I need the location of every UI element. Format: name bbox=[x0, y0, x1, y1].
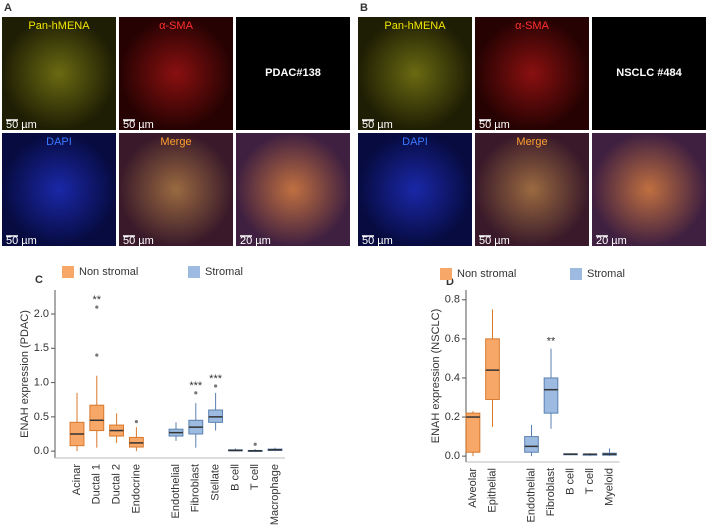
scale-label: 50 µm bbox=[123, 119, 154, 131]
y-tick-label: 0.8 bbox=[445, 294, 460, 306]
scale-label: 50 µm bbox=[479, 235, 510, 247]
y-tick-label: 2.0 bbox=[34, 308, 49, 320]
micrograph bbox=[475, 17, 589, 130]
box bbox=[89, 404, 105, 432]
significance: ** bbox=[93, 294, 102, 306]
tile-label: Merge bbox=[516, 136, 547, 148]
legend-swatch bbox=[62, 266, 74, 278]
micrograph bbox=[236, 133, 350, 246]
panel-label: C bbox=[35, 274, 43, 286]
scale-label: 50 µm bbox=[362, 235, 393, 247]
significance: ** bbox=[547, 336, 556, 348]
y-tick-label: 0.0 bbox=[34, 445, 49, 457]
x-tick-label: Fibroblast bbox=[545, 468, 557, 516]
panel-label: D bbox=[446, 276, 454, 288]
legend-label: Stromal bbox=[587, 268, 625, 280]
x-tick-label: Stellate bbox=[210, 464, 222, 501]
y-tick-label: 0.6 bbox=[445, 333, 460, 345]
micrograph bbox=[475, 133, 589, 246]
legend-label: Stromal bbox=[205, 266, 243, 278]
x-tick-label: T cell bbox=[249, 464, 261, 490]
x-tick-label: Ductal 2 bbox=[111, 464, 123, 504]
y-axis-label: ENAH expression (NSCLC) bbox=[430, 309, 442, 443]
x-tick-label: Endothelial bbox=[170, 464, 182, 518]
scale-label: 20 µm bbox=[596, 235, 627, 247]
outlier bbox=[214, 384, 218, 388]
x-tick-label: Epithelial bbox=[486, 468, 498, 513]
y-tick-label: 1.5 bbox=[34, 342, 49, 354]
tile-label: α-SMA bbox=[515, 20, 550, 32]
tile-label: Pan-hMENA bbox=[384, 20, 446, 32]
tile-label: Pan-hMENA bbox=[28, 20, 90, 32]
y-tick-label: 0.4 bbox=[445, 372, 460, 384]
y-tick-label: 0.0 bbox=[445, 450, 460, 462]
scale-label: 50 µm bbox=[6, 235, 37, 247]
scale-label: 20 µm bbox=[240, 235, 271, 247]
y-tick-label: 0.5 bbox=[34, 411, 49, 423]
y-axis-label: ENAH expression (PDAC) bbox=[19, 310, 31, 438]
legend-swatch bbox=[440, 268, 452, 280]
tile-label: PDAC#138 bbox=[265, 67, 321, 79]
scale-label: 50 µm bbox=[6, 119, 37, 131]
x-tick-label: Macrophage bbox=[269, 464, 281, 525]
x-tick-label: B cell bbox=[229, 464, 241, 491]
x-tick-label: T cell bbox=[584, 468, 596, 494]
micrograph bbox=[592, 17, 706, 130]
x-tick-label: B cell bbox=[564, 468, 576, 495]
x-tick-label: Alveolar bbox=[467, 468, 479, 508]
scale-label: 50 µm bbox=[362, 119, 393, 131]
outlier bbox=[95, 353, 99, 357]
box bbox=[465, 412, 481, 453]
tile-label: DAPI bbox=[402, 136, 428, 148]
x-tick-label: Acinar bbox=[71, 464, 83, 496]
x-tick-label: Endocrine bbox=[130, 464, 142, 514]
scale-label: 50 µm bbox=[479, 119, 510, 131]
box bbox=[524, 436, 539, 453]
legend-swatch bbox=[188, 266, 200, 278]
tile-label: DAPI bbox=[46, 136, 72, 148]
micrograph bbox=[592, 133, 706, 246]
significance: *** bbox=[209, 373, 223, 385]
micrograph bbox=[119, 133, 233, 246]
x-tick-label: Myeloid bbox=[603, 468, 615, 506]
outlier bbox=[95, 305, 99, 309]
box bbox=[485, 338, 500, 400]
outlier bbox=[194, 391, 198, 395]
y-tick-label: 1.0 bbox=[34, 376, 49, 388]
tile-label: Merge bbox=[160, 136, 191, 148]
micrograph bbox=[358, 133, 472, 246]
x-tick-label: Fibroblast bbox=[190, 464, 202, 512]
micrograph bbox=[358, 17, 472, 130]
panel-label: A bbox=[4, 2, 12, 14]
outlier bbox=[134, 420, 138, 424]
x-tick-label: Endothelial bbox=[525, 468, 537, 522]
significance: *** bbox=[189, 380, 203, 392]
legend-label: Non stromal bbox=[457, 268, 516, 280]
micrograph bbox=[236, 17, 350, 130]
tile-label: α-SMA bbox=[159, 20, 194, 32]
panel-label: B bbox=[360, 2, 368, 14]
micrograph bbox=[119, 17, 233, 130]
micrograph bbox=[2, 133, 116, 246]
micrograph bbox=[2, 17, 116, 130]
scale-label: 50 µm bbox=[123, 235, 154, 247]
x-tick-label: Ductal 1 bbox=[91, 464, 103, 504]
box bbox=[543, 377, 559, 414]
y-tick-label: 0.2 bbox=[445, 411, 460, 423]
tile-label: NSCLC #484 bbox=[616, 67, 682, 79]
outlier bbox=[253, 442, 257, 446]
legend-swatch bbox=[570, 268, 582, 280]
legend-label: Non stromal bbox=[79, 266, 138, 278]
